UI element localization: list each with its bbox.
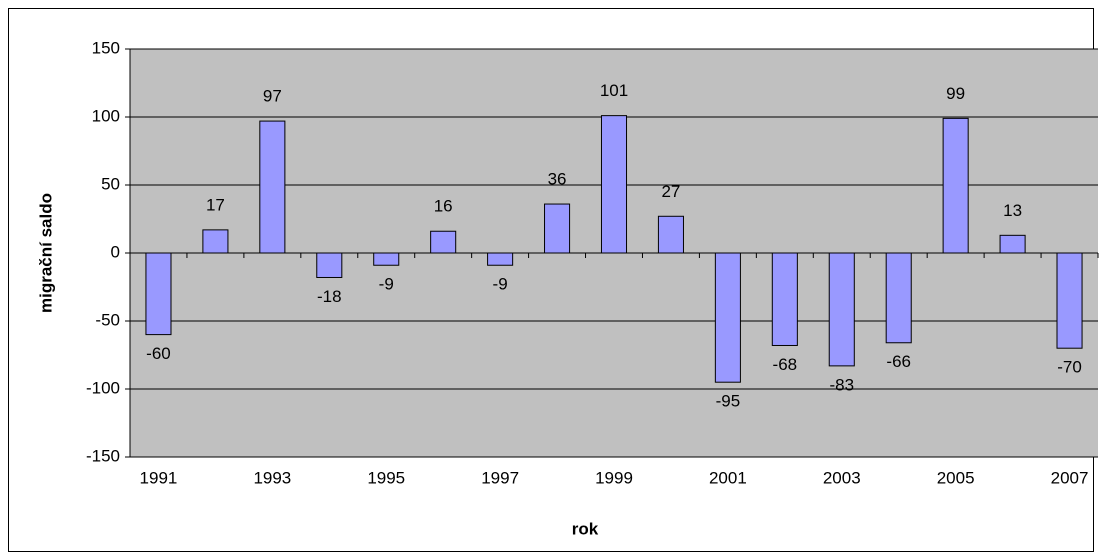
data-label: -68 <box>773 355 798 374</box>
data-label: -70 <box>1057 358 1082 377</box>
bar <box>600 115 628 254</box>
bar <box>373 252 400 266</box>
x-axis-title: rok <box>572 519 599 538</box>
data-label: 97 <box>263 87 282 106</box>
data-label: 27 <box>661 182 680 201</box>
data-label: 36 <box>548 170 567 189</box>
data-label: 99 <box>946 84 965 103</box>
data-label: 16 <box>434 197 453 216</box>
bar <box>145 252 172 336</box>
data-label: 13 <box>1003 201 1022 220</box>
bar <box>657 215 684 254</box>
bar <box>487 252 514 266</box>
x-tick-label: 2007 <box>1051 468 1089 487</box>
y-tick-label: -150 <box>86 446 120 465</box>
y-axis-title: migrační saldo <box>36 193 55 313</box>
bar <box>942 117 969 254</box>
bar <box>828 252 855 367</box>
y-tick-label: -50 <box>95 310 120 329</box>
data-label: 17 <box>206 195 225 214</box>
x-tick-label: 2003 <box>823 468 861 487</box>
y-tick-label: -100 <box>86 378 120 397</box>
x-tick-label: 1999 <box>595 468 633 487</box>
bar <box>1056 252 1083 349</box>
y-tick-label: 0 <box>111 242 120 261</box>
data-label: -18 <box>317 287 342 306</box>
y-tick-label: 50 <box>101 174 120 193</box>
y-tick-label: 100 <box>92 106 120 125</box>
bar <box>999 234 1026 254</box>
bar <box>544 203 571 254</box>
bar <box>202 229 229 254</box>
data-label: -9 <box>493 275 508 294</box>
data-label: 101 <box>600 81 628 100</box>
data-label: -60 <box>146 344 171 363</box>
data-label: -83 <box>829 375 854 394</box>
x-tick-label: 1995 <box>367 468 405 487</box>
bar <box>885 252 912 344</box>
y-tick-label: 150 <box>92 38 120 57</box>
x-tick-label: 1997 <box>481 468 519 487</box>
x-tick-label: 1991 <box>140 468 178 487</box>
bar <box>259 120 286 254</box>
data-label: -95 <box>716 392 741 411</box>
bar <box>316 252 343 278</box>
bar <box>771 252 798 346</box>
x-tick-label: 2001 <box>709 468 747 487</box>
x-tick-label: 1993 <box>253 468 291 487</box>
data-label: -9 <box>379 275 394 294</box>
bar <box>714 252 741 383</box>
bar <box>430 230 457 254</box>
data-label: -66 <box>886 352 911 371</box>
x-tick-label: 2005 <box>937 468 975 487</box>
